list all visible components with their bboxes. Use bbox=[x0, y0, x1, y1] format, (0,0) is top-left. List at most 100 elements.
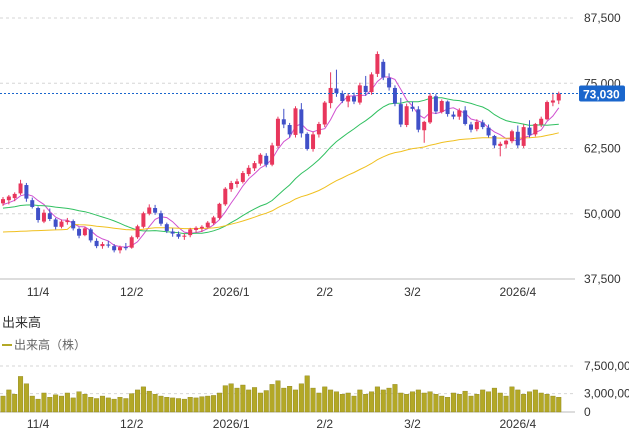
volume-bar bbox=[175, 398, 181, 413]
volume-bar bbox=[421, 392, 427, 413]
candle-body bbox=[287, 125, 292, 135]
volume-bar bbox=[497, 392, 503, 413]
volume-bar bbox=[398, 392, 404, 413]
candle-body bbox=[498, 143, 503, 146]
volume-bar bbox=[228, 383, 234, 413]
candle-body bbox=[24, 185, 29, 199]
candle-body bbox=[340, 93, 345, 101]
price-gridlines bbox=[0, 17, 575, 280]
candle-body bbox=[135, 226, 140, 238]
candle-body bbox=[94, 240, 99, 247]
volume-bar bbox=[503, 395, 509, 413]
volume-bar bbox=[82, 394, 88, 413]
candle-body bbox=[457, 110, 462, 117]
candlesticks bbox=[1, 51, 561, 254]
ma-short-line bbox=[2, 76, 560, 248]
volume-bar bbox=[450, 392, 456, 413]
volume-bar bbox=[170, 397, 176, 413]
candle-body bbox=[275, 118, 280, 146]
volume-bar bbox=[123, 398, 129, 413]
candle-body bbox=[158, 213, 163, 224]
candle-body bbox=[30, 200, 35, 207]
volume-bar bbox=[211, 395, 217, 413]
volume-bar bbox=[152, 394, 158, 413]
price-x-axis: 11/4 12/2 2026/1 2/2 3/2 2026/4 bbox=[27, 285, 537, 299]
volume-bar bbox=[322, 386, 328, 413]
candle-body bbox=[88, 229, 93, 241]
candle-body bbox=[363, 85, 368, 93]
candle-body bbox=[433, 96, 438, 112]
volume-bar bbox=[263, 390, 269, 413]
last-price-label: 73,030 bbox=[583, 88, 620, 102]
candle-body bbox=[164, 224, 169, 231]
volume-bar bbox=[491, 387, 497, 413]
candle-body bbox=[311, 134, 316, 150]
price-x-tick-label: 2026/1 bbox=[213, 285, 250, 299]
candle-body bbox=[416, 109, 421, 130]
volume-bar bbox=[439, 395, 445, 413]
volume-x-tick-label: 11/4 bbox=[27, 417, 50, 429]
volume-bar bbox=[135, 389, 141, 413]
volume-x-axis: 11/4 12/2 2026/1 2/2 3/2 2026/4 bbox=[27, 417, 537, 429]
volume-bar bbox=[64, 392, 70, 413]
candle-body bbox=[305, 133, 310, 150]
volume-tick-label: 7,500,00 bbox=[584, 359, 629, 373]
candle-body bbox=[123, 247, 128, 249]
volume-bar bbox=[445, 397, 451, 413]
candle-body bbox=[334, 88, 339, 94]
volume-bar bbox=[105, 397, 111, 413]
candle-body bbox=[381, 61, 386, 78]
volume-axis: 0 3,000,00 7,500,00 bbox=[584, 359, 629, 419]
volume-bar bbox=[363, 394, 369, 413]
candle-body bbox=[474, 121, 479, 130]
volume-tick-label: 3,000,00 bbox=[584, 387, 629, 401]
volume-bar bbox=[23, 383, 29, 413]
candle-body bbox=[533, 123, 538, 135]
volume-bar bbox=[111, 398, 117, 413]
volume-bar bbox=[544, 394, 550, 413]
volume-bar bbox=[158, 395, 164, 413]
candle-body bbox=[147, 207, 152, 214]
candle-body bbox=[252, 163, 257, 169]
candle-body bbox=[12, 193, 17, 199]
candle-body bbox=[59, 221, 64, 227]
price-tick-label: 87,500 bbox=[584, 11, 621, 25]
volume-bar bbox=[47, 397, 53, 413]
price-x-tick-label: 11/4 bbox=[27, 285, 50, 299]
candle-body bbox=[527, 127, 532, 135]
volume-bar bbox=[117, 397, 123, 413]
volume-bar bbox=[480, 389, 486, 413]
volume-bar bbox=[328, 389, 334, 413]
volume-bar bbox=[164, 397, 170, 413]
candle-body bbox=[545, 102, 550, 120]
candle-body bbox=[392, 87, 397, 104]
volume-bar bbox=[12, 394, 18, 413]
candle-body bbox=[357, 85, 362, 103]
volume-x-tick-label: 12/2 bbox=[120, 417, 144, 429]
volume-bar bbox=[357, 389, 363, 413]
candle-body bbox=[153, 208, 158, 213]
candle-body bbox=[36, 208, 41, 221]
candle-body bbox=[264, 155, 269, 165]
volume-bar bbox=[99, 395, 105, 413]
candle-body bbox=[539, 118, 544, 125]
candle-body bbox=[118, 247, 122, 251]
volume-bar bbox=[550, 395, 556, 413]
volume-x-tick-label: 2/2 bbox=[316, 417, 333, 429]
candle-body bbox=[316, 123, 321, 135]
candle-body bbox=[270, 145, 275, 165]
volume-bar bbox=[427, 391, 433, 413]
candle-body bbox=[41, 212, 46, 222]
volume-bar bbox=[187, 397, 193, 413]
candle-body bbox=[281, 119, 286, 125]
candle-body bbox=[299, 109, 304, 134]
volume-bar bbox=[345, 392, 351, 413]
volume-bar bbox=[193, 397, 199, 413]
volume-bar bbox=[129, 393, 135, 413]
volume-bar bbox=[380, 389, 386, 413]
volume-bar bbox=[333, 391, 339, 413]
volume-bar bbox=[515, 389, 521, 413]
volume-bar bbox=[527, 391, 533, 413]
volume-bar bbox=[269, 384, 275, 413]
